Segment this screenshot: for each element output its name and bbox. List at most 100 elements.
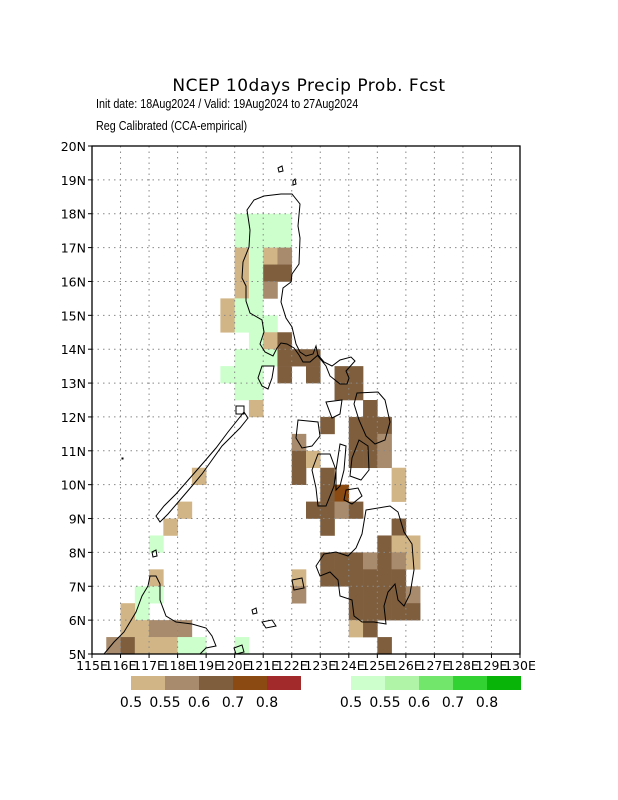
coastline-islet	[121, 457, 124, 460]
probability-cell	[348, 552, 364, 570]
coastline	[102, 165, 415, 655]
probability-cell	[234, 315, 250, 333]
probability-cell	[149, 620, 164, 638]
probability-cell	[263, 213, 278, 231]
probability-cell	[234, 349, 250, 367]
probability-cell	[391, 586, 407, 604]
probability-cell	[334, 569, 350, 587]
coastline-balabac	[151, 549, 158, 558]
probability-cell	[306, 501, 321, 519]
probability-cell	[348, 586, 364, 604]
probability-cell	[234, 213, 250, 231]
lon-label: 125E	[361, 658, 393, 673]
probability-cell	[405, 586, 421, 604]
lat-label: 19N	[61, 173, 86, 188]
probability-cell	[377, 433, 392, 452]
probability-cell	[277, 332, 293, 350]
legend-label: 0.8	[256, 695, 278, 711]
probability-cell	[291, 467, 307, 485]
probability-cell	[248, 332, 264, 350]
lat-label: 16N	[61, 274, 86, 289]
lon-label: 126E	[390, 658, 422, 673]
coastline-borneo	[102, 575, 217, 655]
probability-cell	[348, 383, 364, 401]
probability-cell	[106, 637, 121, 655]
probability-cell	[363, 433, 378, 452]
probability-cell	[291, 450, 307, 469]
probability-cell	[248, 298, 264, 316]
probability-cell	[334, 552, 350, 570]
coastline-batan	[292, 177, 297, 186]
probability-cell	[334, 366, 350, 384]
lon-label: 115E	[76, 658, 108, 673]
coastline-sulu-2	[251, 607, 258, 615]
legend-swatch	[233, 676, 267, 690]
map-title: NCEP 10days Precip Prob. Fcst	[172, 76, 446, 96]
legend-dry-probability: 0.5 0.55 0.6 0.7 0.8	[120, 676, 301, 711]
coastline-cebu	[335, 443, 347, 492]
probability-cell	[134, 586, 150, 604]
lat-label: 6N	[69, 613, 86, 628]
probability-cell	[277, 213, 293, 231]
probability-cell	[248, 230, 264, 248]
probability-cell	[263, 281, 278, 299]
probability-cell	[306, 349, 321, 367]
probability-cell	[348, 620, 364, 638]
probability-cell	[306, 366, 321, 384]
legend-label: 0.7	[442, 695, 464, 711]
probability-cell	[363, 416, 378, 435]
plot-frame	[91, 145, 521, 655]
probability-cell	[120, 637, 136, 655]
lat-label: 5N	[69, 647, 86, 662]
probability-cell	[320, 552, 335, 570]
legend-label: 0.7	[222, 695, 244, 711]
probability-cell	[149, 535, 164, 553]
lon-label: 121E	[247, 658, 279, 673]
legend-swatch	[199, 676, 233, 690]
legend-label: 0.5	[120, 695, 142, 711]
probability-cell	[277, 230, 293, 248]
probability-cell	[248, 400, 264, 418]
probability-cell	[291, 569, 307, 587]
probability-cells	[106, 213, 421, 655]
probability-cell	[191, 637, 207, 655]
probability-cell	[248, 247, 264, 265]
lat-label: 17N	[61, 241, 86, 256]
probability-cell	[220, 315, 235, 333]
probability-cell	[134, 603, 150, 621]
probability-cell	[320, 569, 335, 587]
coastline-mindanao	[315, 505, 415, 625]
lat-label: 15N	[61, 308, 86, 323]
coastline-sulu-3	[233, 644, 245, 655]
probability-cell	[391, 552, 407, 570]
lon-label: 116E	[105, 658, 137, 673]
legend-label: 0.55	[369, 695, 400, 711]
probability-cell	[320, 416, 335, 435]
probability-cell	[363, 620, 378, 638]
probability-cell	[234, 247, 250, 265]
coastline-leyte	[349, 439, 370, 481]
lat-label: 9N	[69, 512, 86, 527]
legend-label: 0.6	[408, 695, 430, 711]
probability-cell	[377, 586, 392, 604]
lon-label: 123E	[304, 658, 336, 673]
legend-wet-probability: 0.5 0.55 0.6 0.7 0.8	[340, 676, 521, 711]
lon-label: 117E	[133, 658, 165, 673]
coastline-samar	[353, 391, 391, 445]
lat-label: 8N	[69, 545, 86, 560]
lat-label: 13N	[61, 376, 86, 391]
probability-cell	[320, 484, 335, 502]
coastline-negros	[311, 453, 337, 507]
probability-cell	[149, 569, 164, 587]
probability-cell	[306, 450, 321, 469]
longitude-labels: 115E116E117E118E119E120E121E122E123E124E…	[76, 654, 536, 673]
coastline-bohol	[343, 487, 363, 505]
lat-label: 11N	[61, 444, 86, 459]
lon-label: 119E	[190, 658, 222, 673]
lat-label: 20N	[61, 139, 86, 154]
probability-cell	[363, 450, 378, 469]
lat-label: 18N	[61, 207, 86, 222]
probability-cell	[263, 332, 278, 350]
probability-cell	[134, 637, 150, 655]
